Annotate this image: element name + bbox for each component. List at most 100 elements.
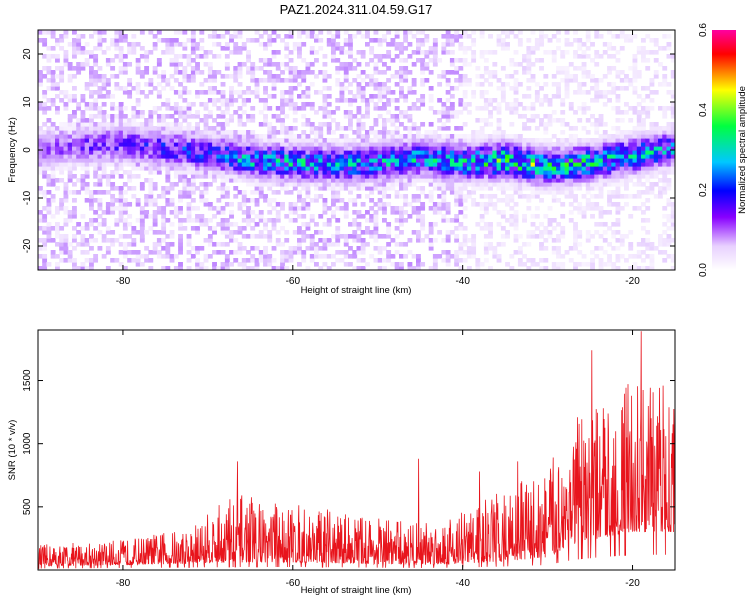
heatmap-cell <box>471 242 477 247</box>
heatmap-cell <box>84 198 90 203</box>
heatmap-cell <box>500 166 506 171</box>
heatmap-cell <box>394 190 400 195</box>
heatmap-cell <box>500 30 506 35</box>
heatmap-cell <box>241 226 247 231</box>
heatmap-cell <box>42 246 48 251</box>
heatmap-cell <box>161 214 167 219</box>
heatmap-cell <box>649 266 655 270</box>
heatmap-cell <box>55 226 60 231</box>
heatmap-cell <box>645 154 651 159</box>
heatmap-cell <box>101 154 107 159</box>
heatmap-cell <box>343 114 349 119</box>
heatmap-cell <box>611 190 617 195</box>
heatmap-cell <box>602 90 608 95</box>
heatmap-cell <box>373 222 379 227</box>
heatmap-cell <box>581 178 587 183</box>
heatmap-cell <box>369 154 375 159</box>
heatmap-cell <box>246 70 251 75</box>
heatmap-cell <box>114 54 120 59</box>
heatmap-cell <box>488 266 493 270</box>
heatmap-cell <box>229 162 234 167</box>
heatmap-cell <box>169 106 175 111</box>
heatmap-cell <box>203 198 209 203</box>
heatmap-cell <box>449 114 455 119</box>
heatmap-cell <box>454 110 460 115</box>
heatmap-cell <box>441 150 447 155</box>
heatmap-cell <box>403 166 409 171</box>
heatmap-cell <box>178 134 183 139</box>
heatmap-cell <box>373 138 379 143</box>
heatmap-cell <box>216 146 222 151</box>
heatmap-cell <box>666 254 672 259</box>
heatmap-cell <box>607 182 612 187</box>
heatmap-cell <box>513 174 519 179</box>
heatmap-cell <box>454 254 460 259</box>
heatmap-cell <box>42 214 48 219</box>
heatmap-cell <box>505 194 510 199</box>
heatmap-cell <box>72 154 77 159</box>
heatmap-cell <box>46 46 52 51</box>
heatmap-cell <box>598 146 604 151</box>
heatmap-cell <box>394 138 400 143</box>
heatmap-cell <box>139 122 145 127</box>
heatmap-cell <box>632 74 638 79</box>
heatmap-cell <box>309 174 315 179</box>
heatmap-cell <box>297 50 302 55</box>
heatmap-cell <box>352 250 358 255</box>
heatmap-cell <box>522 182 527 187</box>
heatmap-cell <box>670 166 675 171</box>
heatmap-cell <box>611 90 617 95</box>
heatmap-cell <box>224 166 230 171</box>
heatmap-cell <box>63 206 69 211</box>
heatmap-cell <box>594 170 600 175</box>
heatmap-cell <box>449 170 455 175</box>
heatmap-cell <box>662 178 668 183</box>
heatmap-cell <box>250 198 256 203</box>
heatmap-cell <box>420 190 426 195</box>
heatmap-cell <box>509 74 515 79</box>
heatmap-cell <box>169 254 175 259</box>
heatmap-cell <box>522 158 527 163</box>
heatmap-cell <box>492 146 498 151</box>
heatmap-cell <box>229 202 234 207</box>
heatmap-cell <box>297 74 302 79</box>
heatmap-cell <box>585 206 591 211</box>
heatmap-cell <box>483 186 489 191</box>
heatmap-cell <box>454 170 460 175</box>
heatmap-cell <box>144 214 150 219</box>
heatmap-cell <box>399 170 404 175</box>
heatmap-cell <box>411 90 417 95</box>
heatmap-cell <box>399 254 404 259</box>
heatmap-cell <box>356 154 362 159</box>
heatmap-cell <box>382 142 387 147</box>
heatmap-cell <box>411 230 417 235</box>
heatmap-cell <box>271 94 277 99</box>
heatmap-cell <box>288 250 294 255</box>
heatmap-cell <box>454 30 460 35</box>
heatmap-cell <box>267 158 273 163</box>
heatmap-cell <box>399 262 404 267</box>
heatmap-cell <box>250 130 256 135</box>
heatmap-cell <box>437 230 443 235</box>
heatmap-cell <box>581 262 587 267</box>
heatmap-cell <box>144 94 150 99</box>
heatmap-cell <box>258 66 264 71</box>
heatmap-cell <box>437 118 443 123</box>
heatmap-cell <box>148 214 154 219</box>
heatmap-cell <box>492 158 498 163</box>
heatmap-cell <box>288 210 294 215</box>
heatmap-cell <box>360 138 366 143</box>
heatmap-cell <box>619 194 625 199</box>
heatmap-cell <box>377 190 383 195</box>
heatmap-cell <box>454 154 460 159</box>
heatmap-cell <box>322 110 328 115</box>
heatmap-cell <box>543 246 549 251</box>
heatmap-cell <box>530 46 536 51</box>
heatmap-cell <box>670 106 675 111</box>
heatmap-cell <box>386 50 392 55</box>
heatmap-cell <box>84 138 90 143</box>
heatmap-cell <box>509 106 515 111</box>
heatmap-cell <box>292 46 298 51</box>
heatmap-cell <box>50 126 56 131</box>
heatmap-cell <box>331 162 336 167</box>
